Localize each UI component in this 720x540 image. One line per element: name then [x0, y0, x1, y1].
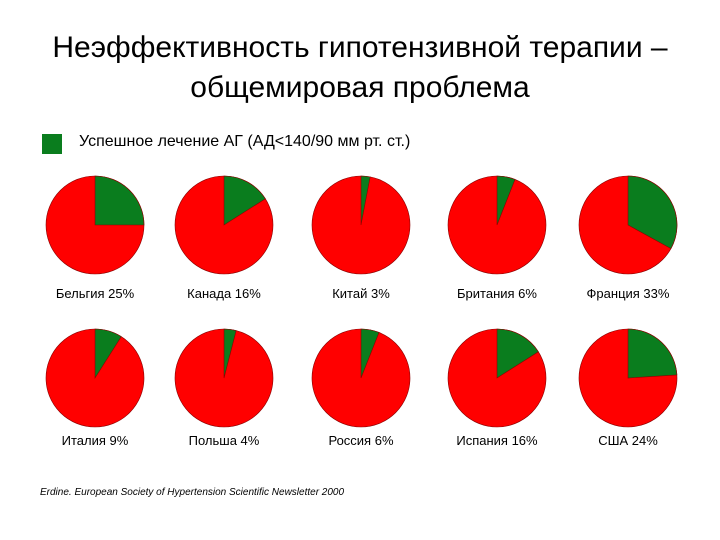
pie-4 [447, 175, 547, 275]
pie-label: США 24% [598, 433, 658, 448]
pie-label: Италия 9% [61, 433, 129, 448]
legend-swatch [42, 134, 62, 154]
pie-label: Франция 33% [586, 286, 670, 301]
pie-slice-success [360, 175, 371, 226]
title-line-2: общемировая проблема [190, 71, 530, 104]
title-line-1: Неэффективность гипотензивной терапии – [52, 31, 668, 64]
pie-label: Британия 6% [457, 286, 537, 301]
pie-slice-success [496, 328, 539, 379]
pie-3 [311, 175, 411, 275]
pie-5 [578, 175, 678, 275]
pie-slice-success [223, 175, 266, 226]
pie-6 [45, 328, 145, 428]
pie-label: Россия 6% [328, 433, 394, 448]
pie-label: Испания 16% [456, 433, 538, 448]
source-citation: Erdine. European Society of Hypertension… [40, 487, 345, 498]
pie-slice-success [627, 175, 678, 250]
pie-slice-success [627, 328, 678, 379]
legend-label: Успешное лечение АГ (АД<140/90 мм рт. ст… [79, 133, 411, 150]
pie-label: Бельгия 25% [55, 286, 135, 301]
pie-slice-success [94, 328, 122, 380]
pie-label: Канада 16% [187, 286, 261, 301]
pie-7 [174, 328, 274, 428]
pie-slice-success [496, 175, 516, 226]
pie-slice-success [223, 328, 237, 379]
pie-label: Китай 3% [332, 286, 390, 301]
pie-slice-success [360, 328, 380, 379]
pie-1 [45, 175, 145, 275]
page-title: Неэффективность гипотензивной терапии – … [0, 28, 720, 108]
pie-label: Польша 4% [188, 433, 260, 448]
pie-10 [578, 328, 678, 428]
pie-slice-success [94, 175, 145, 226]
pie-9 [447, 328, 547, 428]
pie-8 [311, 328, 411, 428]
pie-2 [174, 175, 274, 275]
